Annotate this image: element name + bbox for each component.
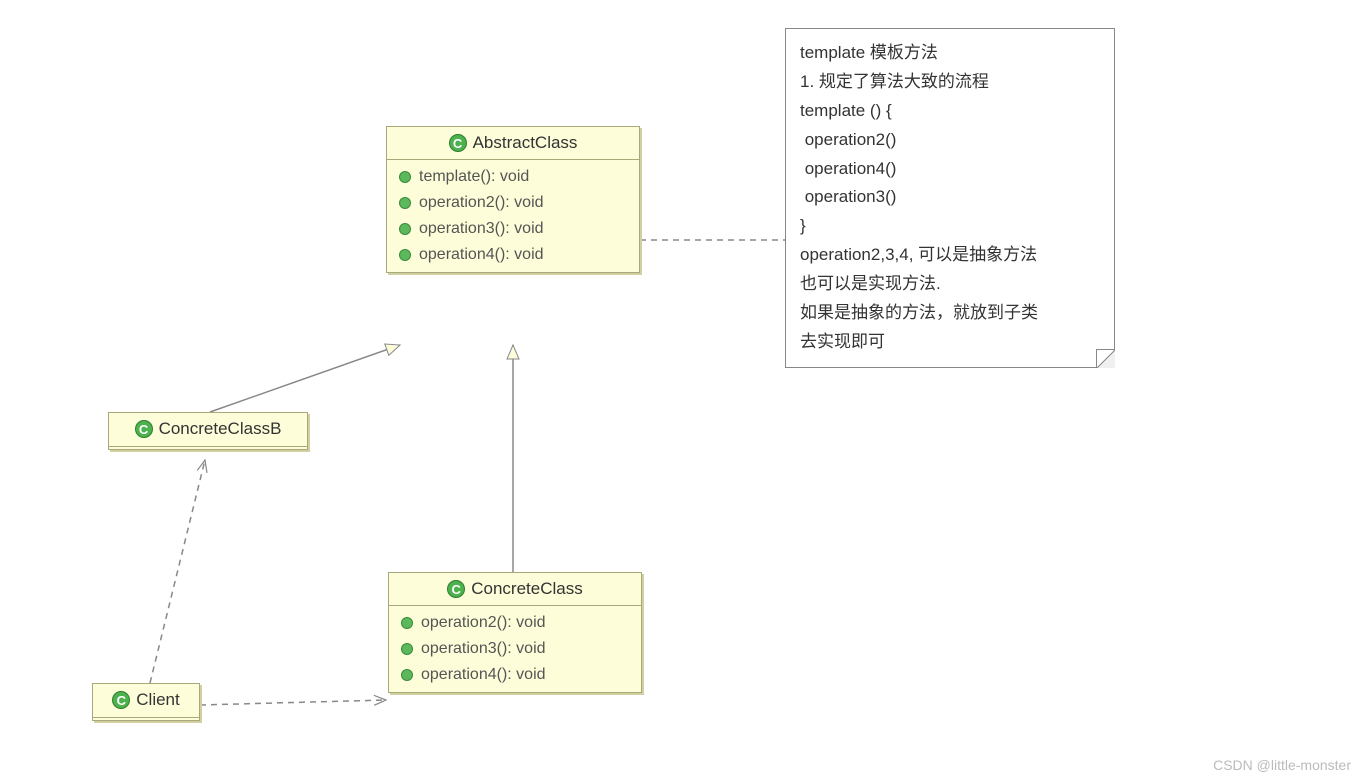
note-line: 1. 规定了算法大致的流程 xyxy=(800,68,1100,97)
method-row: operation2(): void xyxy=(387,190,639,216)
note-line: template () { xyxy=(800,97,1100,126)
note-line: template 模板方法 xyxy=(800,39,1100,68)
class-client[interactable]: C Client xyxy=(92,683,200,721)
class-underline xyxy=(93,717,199,720)
method-label: operation4(): void xyxy=(419,246,544,264)
method-label: operation3(): void xyxy=(419,220,544,238)
connector-layer xyxy=(0,0,1361,781)
method-icon xyxy=(399,197,411,209)
method-row: operation4(): void xyxy=(387,242,639,268)
class-client-name: Client xyxy=(136,690,179,710)
method-label: operation2(): void xyxy=(419,194,544,212)
class-abstract-name: AbstractClass xyxy=(473,133,578,153)
class-abstract-methods: template(): void operation2(): void oper… xyxy=(387,160,639,272)
method-icon xyxy=(401,669,413,681)
uml-note: template 模板方法 1. 规定了算法大致的流程 template () … xyxy=(785,28,1115,368)
method-row: operation2(): void xyxy=(389,610,641,636)
method-row: operation3(): void xyxy=(389,636,641,662)
class-concreteB-name: ConcreteClassB xyxy=(159,419,282,439)
edge-client-concrete xyxy=(200,700,386,705)
method-icon xyxy=(401,617,413,629)
method-icon xyxy=(399,223,411,235)
note-line: 去实现即可 xyxy=(800,328,1100,357)
method-row: operation3(): void xyxy=(387,216,639,242)
class-concrete-name: ConcreteClass xyxy=(471,579,583,599)
note-line: 如果是抽象的方法，就放到子类 xyxy=(800,299,1100,328)
class-concrete[interactable]: C ConcreteClass operation2(): void opera… xyxy=(388,572,642,693)
note-line: operation4() xyxy=(800,155,1100,184)
method-row: operation4(): void xyxy=(389,662,641,688)
class-underline xyxy=(109,446,307,449)
class-icon: C xyxy=(135,420,153,438)
edge-client-concreteB xyxy=(150,460,205,683)
class-abstract-title: C AbstractClass xyxy=(387,127,639,160)
watermark: CSDN @little-monster xyxy=(1213,757,1351,773)
note-line: operation3() xyxy=(800,183,1100,212)
method-icon xyxy=(399,171,411,183)
method-icon xyxy=(401,643,413,655)
method-label: operation4(): void xyxy=(421,666,546,684)
class-icon: C xyxy=(112,691,130,709)
method-row: template(): void xyxy=(387,164,639,190)
note-line: operation2() xyxy=(800,126,1100,155)
class-concreteB[interactable]: C ConcreteClassB xyxy=(108,412,308,450)
class-concreteB-title: C ConcreteClassB xyxy=(109,413,307,445)
class-concrete-methods: operation2(): void operation3(): void op… xyxy=(389,606,641,692)
class-abstract[interactable]: C AbstractClass template(): void operati… xyxy=(386,126,640,273)
class-concrete-title: C ConcreteClass xyxy=(389,573,641,606)
method-label: template(): void xyxy=(419,168,529,186)
note-line: } xyxy=(800,212,1100,241)
note-line: 也可以是实现方法. xyxy=(800,270,1100,299)
class-icon: C xyxy=(449,134,467,152)
class-icon: C xyxy=(447,580,465,598)
method-label: operation3(): void xyxy=(421,640,546,658)
edge-concreteB-abstract xyxy=(210,345,400,412)
method-icon xyxy=(399,249,411,261)
class-client-title: C Client xyxy=(93,684,199,716)
note-line: operation2,3,4, 可以是抽象方法 xyxy=(800,241,1100,270)
method-label: operation2(): void xyxy=(421,614,546,632)
